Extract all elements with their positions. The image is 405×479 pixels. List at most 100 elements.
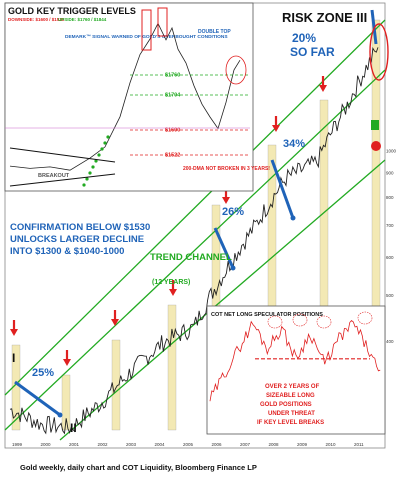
- series-line-gold-weekly: [9, 47, 379, 435]
- inset-key-levels: GOLD KEY TRIGGER LEVELS DOWNSIDE: $1600 …: [4, 2, 270, 192]
- blue-arrow-shaft: [14, 380, 61, 417]
- breakout-dot: [100, 147, 104, 151]
- inset-upside-label: UPSIDE: $1760 / $1844: [58, 17, 107, 22]
- red-peak-arrows: [10, 76, 327, 366]
- cot-warning-2: SIZEABLE LONG: [266, 393, 315, 399]
- red-arrow-head: [272, 125, 280, 132]
- so-far-label: SO FAR: [290, 45, 335, 59]
- breakout-dot: [91, 165, 95, 169]
- double-top-box: [157, 7, 168, 37]
- x-tick-label: 2002: [98, 442, 109, 447]
- inset-title: GOLD KEY TRIGGER LEVELS: [8, 6, 136, 16]
- red-arrow-head: [10, 329, 18, 336]
- highlight-band: [167, 304, 177, 431]
- blue-arrow-head: [290, 215, 296, 221]
- y-tick-label: 500: [386, 293, 394, 298]
- cot-peak-circle: [292, 313, 308, 327]
- blue-decline-arrows: [14, 9, 381, 418]
- x-tick-label: 2008: [269, 442, 280, 447]
- downside-marker: [371, 141, 381, 151]
- cot-peak-circle: [267, 315, 283, 329]
- red-arrow-head: [222, 197, 230, 204]
- x-tick-label: 2003: [126, 442, 137, 447]
- level-label: $1704: [165, 93, 181, 99]
- inset-triangle: [9, 147, 116, 187]
- trend-channel-label: TREND CHANNEL: [150, 252, 232, 263]
- x-tick-label: 2006: [212, 442, 223, 447]
- trend-line: [4, 19, 386, 396]
- blue-arrow-head: [57, 412, 63, 418]
- level-label: $1600: [165, 128, 180, 134]
- triangle-bottom: [9, 173, 116, 187]
- red-arrow-head: [111, 319, 119, 326]
- blue-arrow-head: [230, 265, 236, 271]
- y-tick-label: 800: [386, 195, 394, 200]
- risk-zone-oval: [369, 23, 389, 81]
- risk-zone-label: RISK ZONE III: [282, 10, 367, 25]
- x-tick-label: 2000: [41, 442, 52, 447]
- breakout-dot: [106, 135, 110, 139]
- pct-25-label: 25%: [32, 367, 54, 379]
- cot-peak-circle: [357, 311, 373, 325]
- inset-breakout-dots: [82, 135, 110, 187]
- blue-arrow-shaft: [270, 159, 295, 219]
- series-line-gold-daily: [9, 22, 241, 171]
- level-label: $1522: [165, 153, 180, 159]
- breakout-dot: [82, 183, 86, 187]
- trend-line: [59, 159, 386, 441]
- roman-one-label: I: [12, 351, 15, 365]
- red-arrow-head: [169, 289, 177, 296]
- breakout-dot: [103, 141, 107, 145]
- inset-cot: COT NET LONG SPECULATOR POSITIONS OVER 2…: [206, 305, 386, 435]
- series-line-cot: [209, 319, 381, 402]
- trend-line: [4, 69, 386, 431]
- pct-26-label: 26%: [222, 206, 244, 218]
- x-tick-label: 2004: [155, 442, 166, 447]
- red-arrow-head: [319, 85, 327, 92]
- x-tick-label: 2001: [69, 442, 80, 447]
- y-tick-label: 400: [386, 339, 394, 344]
- triangle-top: [9, 147, 116, 163]
- caption: Gold weekly, daily chart and COT Liquidi…: [20, 463, 257, 472]
- y-tick-label: 700: [386, 223, 394, 228]
- y-tick-label: 900: [386, 170, 394, 175]
- trend-years-label: (12 YEARS): [152, 279, 190, 286]
- x-tick-label: 1999: [12, 442, 23, 447]
- cot-peak-circle: [316, 315, 332, 329]
- demark-label: DEMARK™ SIGNAL WARNED OF GOLD'S OVERBOUG…: [65, 34, 228, 40]
- confirmation-line-1: CONFIRMATION BELOW $1530: [10, 222, 150, 233]
- highlight-band: [61, 374, 71, 431]
- cot-warning-1: OVER 2 YEARS OF: [265, 384, 320, 390]
- dma-note-label: 200-DMA NOT BROKEN IN 3 YEARS!: [183, 166, 270, 172]
- y-axis: 1000 900 800 700 600 500 400: [386, 149, 397, 345]
- double-top-label: DOUBLE TOP: [198, 29, 231, 35]
- cot-warning-3: GOLD POSITIONS: [260, 402, 312, 408]
- breakout-dot: [88, 171, 92, 175]
- upside-marker: [371, 120, 379, 130]
- cot-title: COT NET LONG SPECULATOR POSITIONS: [211, 312, 323, 318]
- roman-two-label: II: [70, 421, 77, 435]
- x-tick-label: 2007: [240, 442, 251, 447]
- breakout-dot: [85, 177, 89, 181]
- y-tick-label: 600: [386, 255, 394, 260]
- double-top-box: [141, 9, 152, 51]
- cot-peak-circles: [267, 311, 373, 329]
- inset-level-lines: $1760 $1704 $1600 $1522: [5, 73, 250, 159]
- confirmation-line-2: UNLOCKS LARGER DECLINE: [10, 234, 144, 245]
- x-tick-label: 2010: [326, 442, 337, 447]
- x-tick-label: 2009: [297, 442, 308, 447]
- breakout-label: BREAKOUT: [38, 173, 70, 179]
- cot-warning-5: IF KEY LEVEL BREAKS: [257, 420, 324, 426]
- trend-channel: [4, 19, 386, 441]
- blue-arrow-shaft: [213, 227, 235, 269]
- x-tick-label: 2005: [183, 442, 194, 447]
- x-axis: 1999 2000 2001 2002 2003 2004 2005 2006 2007 2008…: [12, 442, 364, 447]
- blue-arrow-shaft: [370, 9, 378, 45]
- level-label: $1760: [165, 73, 180, 79]
- red-arrow-head: [63, 359, 71, 366]
- pct-34-label: 34%: [283, 138, 305, 150]
- x-tick-label: 2011: [354, 442, 364, 447]
- breakout-dot: [97, 153, 101, 157]
